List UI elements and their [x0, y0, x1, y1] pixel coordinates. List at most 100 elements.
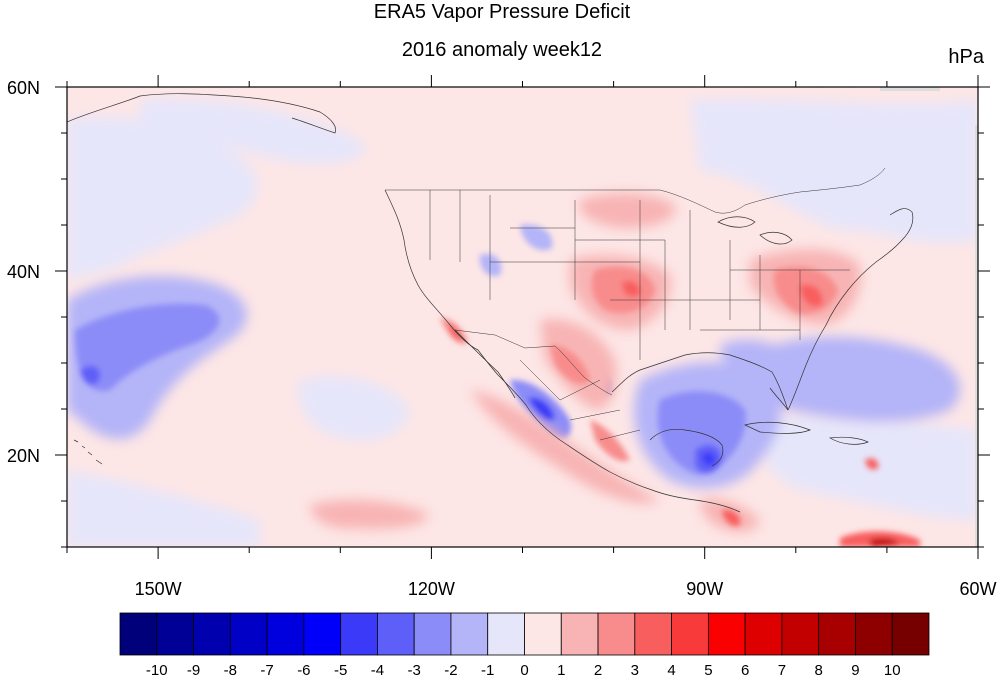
colorbar-swatch	[891, 612, 930, 656]
colorbar-label: -8	[224, 662, 237, 679]
axis-ticks	[55, 75, 990, 559]
hawaii-islands	[73, 439, 103, 465]
axis-tick-labels: 150W 120W 90W 60W 60N 40N 20N	[7, 78, 997, 599]
colorbar-label: 7	[778, 662, 786, 679]
colorbar-labels: -10 -9 -8 -7 -6 -5 -4 -3 -2 -1 0 1 2 3 4 5 6 7 8 9 10	[146, 662, 901, 679]
colorbar-label: 9	[851, 662, 859, 679]
region-yucatan-cool-darkest	[702, 452, 716, 466]
region-east-pacific-south-cool	[67, 470, 260, 547]
cuba	[743, 421, 811, 434]
colorbar-swatch	[671, 612, 709, 656]
region-virginia-warm-deep	[800, 284, 823, 307]
colorbar-label: 4	[667, 662, 675, 679]
lon-tick-label: 90W	[686, 579, 723, 599]
colorbar-label: 10	[884, 662, 901, 679]
alaska-coastline	[67, 93, 336, 134]
units-label: hPa	[948, 46, 984, 68]
lon-tick-label: 60W	[959, 579, 996, 599]
missing-data-right-edge	[975, 125, 978, 547]
colorbar-swatch	[707, 612, 746, 656]
colorbar-swatch	[303, 612, 342, 656]
baja-peninsula	[454, 329, 516, 399]
region-nm-cool	[479, 253, 502, 277]
political-boundaries	[385, 167, 886, 441]
colorbar-swatch	[855, 612, 893, 656]
colorbar-swatch	[524, 612, 562, 656]
colorbar-swatch	[266, 612, 305, 656]
colorbar-swatch	[156, 612, 194, 656]
colorbar-label: -1	[481, 662, 494, 679]
missing-data-top-right	[880, 87, 940, 91]
colorbar-swatch	[487, 612, 525, 656]
colorbar-swatch	[119, 612, 158, 656]
region-eastern-pacific-cool	[298, 376, 410, 441]
colorbar-swatch	[377, 612, 415, 656]
colorbar-label: -10	[146, 662, 168, 679]
colorbar-swatch	[597, 612, 636, 656]
colorbar-swatch	[634, 612, 672, 656]
colorbar-label: 0	[520, 662, 528, 679]
great-lakes	[717, 216, 793, 245]
lat-tick-label: 40N	[7, 262, 40, 282]
colorbar-label: -6	[297, 662, 310, 679]
colorbar-swatch	[560, 612, 599, 656]
lat-tick-label: 60N	[7, 78, 40, 98]
colorbar-label: 8	[815, 662, 823, 679]
map-plot-area	[67, 87, 978, 547]
colorbar-swatch	[744, 612, 783, 656]
warm-cores	[440, 266, 920, 547]
coastlines	[67, 93, 914, 513]
us-canada-border	[385, 167, 886, 214]
hispaniola	[828, 436, 869, 445]
colorbar-swatch	[413, 612, 452, 656]
colorbar-swatch	[781, 612, 820, 656]
region-pacific-south-warm	[310, 499, 430, 529]
mexico-state-lines	[519, 359, 641, 441]
yucatan-coast	[649, 428, 724, 467]
colorbar-swatch	[229, 612, 268, 656]
region-southeast-us-cool	[720, 339, 791, 383]
colorbar-label: 5	[704, 662, 712, 679]
region-atlantic-south-cool	[759, 415, 978, 520]
colorbar-swatch	[340, 612, 378, 656]
region-california-warm-deep	[448, 325, 462, 341]
region-oklahoma-cool	[520, 224, 553, 251]
region-atlantic-cool-light	[690, 98, 978, 243]
region-baja-cool-deep	[528, 397, 555, 421]
lat-tick-label: 20N	[7, 446, 40, 466]
region-central-plains-warm-core	[591, 266, 655, 314]
colorbar-label: -9	[187, 662, 200, 679]
colorbar-label: 1	[557, 662, 565, 679]
colorbar-label: -2	[444, 662, 457, 679]
region-caribbean-warm-deep	[870, 537, 900, 547]
colorbar-label: 3	[631, 662, 639, 679]
colorbar-swatch	[818, 612, 856, 656]
region-pacific-cool-deep	[80, 365, 101, 385]
colorbar-label: -4	[371, 662, 384, 679]
region-mexico-coast-warm-core	[590, 420, 630, 462]
region-pacific-cool-light	[67, 116, 258, 280]
map-subtitle: 2016 anomaly week12	[401, 39, 603, 61]
region-mexico-coast-warm	[470, 390, 660, 504]
region-gulf-alaska-cool	[140, 99, 365, 164]
region-central-america-warm-core	[722, 509, 741, 526]
map-title: ERA5 Vapor Pressure Deficit	[373, 1, 631, 23]
colorbar-label: 6	[741, 662, 749, 679]
region-kansas-warm-deep	[622, 280, 641, 297]
light-cool-regions	[67, 98, 978, 547]
region-lesser-antilles-warm	[865, 458, 879, 470]
region-northern-plains-warm	[579, 193, 676, 229]
lon-tick-label: 120W	[408, 579, 455, 599]
colorbar-label: -7	[260, 662, 273, 679]
lon-tick-label: 150W	[135, 579, 182, 599]
colorbar-swatch	[450, 612, 489, 656]
us-state-lines	[429, 190, 850, 360]
region-atlantic-cool-mid	[754, 336, 960, 422]
colorbar	[119, 612, 930, 656]
missing-data	[880, 87, 978, 547]
region-pacific-cool-core	[75, 303, 220, 391]
colorbar-label: -5	[334, 662, 347, 679]
colorbar-swatch	[193, 612, 231, 656]
region-texas-warm-core	[550, 345, 590, 385]
